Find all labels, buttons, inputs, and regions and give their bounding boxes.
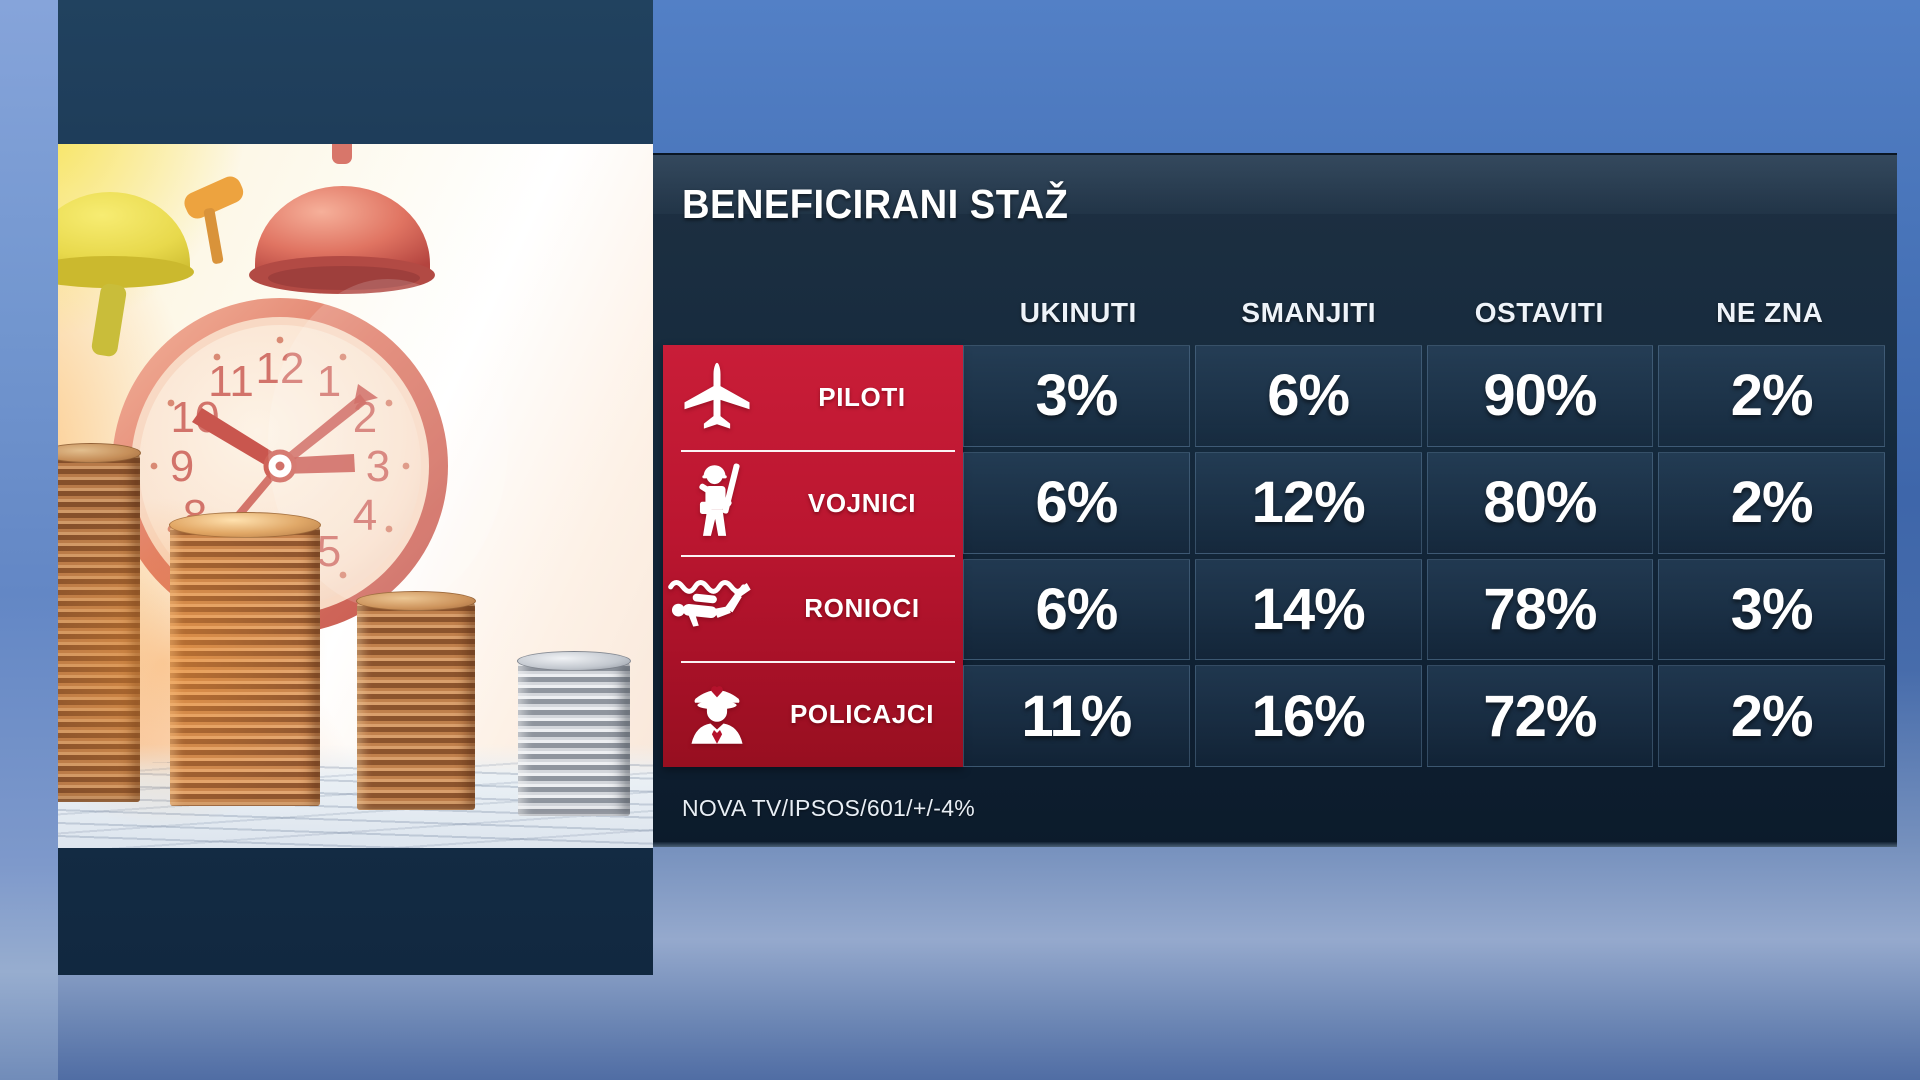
svg-text:9: 9 xyxy=(170,442,194,491)
value-cell: 6% xyxy=(1194,345,1422,447)
category-label: RONIOCI xyxy=(804,593,920,624)
category-row-piloti: PILOTI xyxy=(663,345,963,451)
svg-text:3: 3 xyxy=(366,442,390,491)
column-header-ukinuti: UKINUTI xyxy=(1019,297,1137,328)
category-label: PILOTI xyxy=(818,382,906,413)
svg-text:12: 12 xyxy=(256,344,305,393)
value-cell: 11% xyxy=(963,665,1190,767)
svg-text:4: 4 xyxy=(353,491,377,540)
category-column: PILOTI VOJNICI xyxy=(663,345,963,767)
value-cell: 3% xyxy=(1658,558,1885,661)
police-officer-icon xyxy=(663,674,771,754)
column-header-ostaviti: OSTAVITI xyxy=(1474,297,1604,328)
value-cell: 80% xyxy=(1426,451,1654,554)
svg-text:5: 5 xyxy=(317,527,341,576)
value-cell: 6% xyxy=(963,558,1190,661)
category-label: POLICAJCI xyxy=(789,698,935,729)
category-row-policajci: POLICAJCI xyxy=(663,660,963,768)
page-title: BENEFICIRANI STAŽ xyxy=(682,181,1069,227)
svg-text:1: 1 xyxy=(317,357,341,406)
column-header-smanjiti: SMANJITI xyxy=(1241,297,1377,328)
value-cell: 16% xyxy=(1194,665,1422,767)
category-row-ronioci: RONIOCI xyxy=(663,555,963,662)
column-header-row: UKINUTI SMANJITI OSTAVITI NE ZNA xyxy=(963,287,1885,339)
coin-stack xyxy=(356,591,476,810)
value-cell: 14% xyxy=(1194,558,1422,661)
source-caption: NOVA TV/IPSOS/601/+/-4% xyxy=(682,795,976,821)
coin-stack xyxy=(58,443,141,802)
value-cell: 2% xyxy=(1658,345,1885,447)
stats-panel: BENEFICIRANI STAŽ UKINUTI SMANJITI OSTAV… xyxy=(653,153,1897,847)
values-grid: 3% 6% 90% 2% 6% 12% 80% 2% 6% 14% 78% 3%… xyxy=(963,345,1885,767)
airplane-icon xyxy=(663,358,771,438)
news-photo: 1 2 3 4 5 6 7 8 9 10 11 12 xyxy=(58,144,653,848)
value-cell: 90% xyxy=(1426,345,1654,447)
clock-hands xyxy=(192,384,378,532)
soldier-icon xyxy=(663,460,771,546)
value-cell: 2% xyxy=(1658,665,1885,767)
value-cell: 2% xyxy=(1658,451,1885,554)
coin-stack xyxy=(169,512,321,806)
value-cell: 12% xyxy=(1194,451,1422,554)
left-edge-strip xyxy=(0,0,58,1080)
value-cell: 6% xyxy=(963,451,1190,554)
value-cell: 72% xyxy=(1426,665,1654,767)
coin-stack-silver xyxy=(517,651,631,816)
photo-backdrop: 1 2 3 4 5 6 7 8 9 10 11 12 xyxy=(58,0,653,975)
column-header-nezna: NE ZNA xyxy=(1716,297,1824,328)
value-cell: 78% xyxy=(1426,558,1654,661)
diver-icon xyxy=(663,575,771,643)
category-row-vojnici: VOJNICI xyxy=(663,449,963,557)
svg-text:11: 11 xyxy=(208,357,254,406)
value-cell: 3% xyxy=(963,345,1190,447)
category-label: VOJNICI xyxy=(807,487,917,518)
